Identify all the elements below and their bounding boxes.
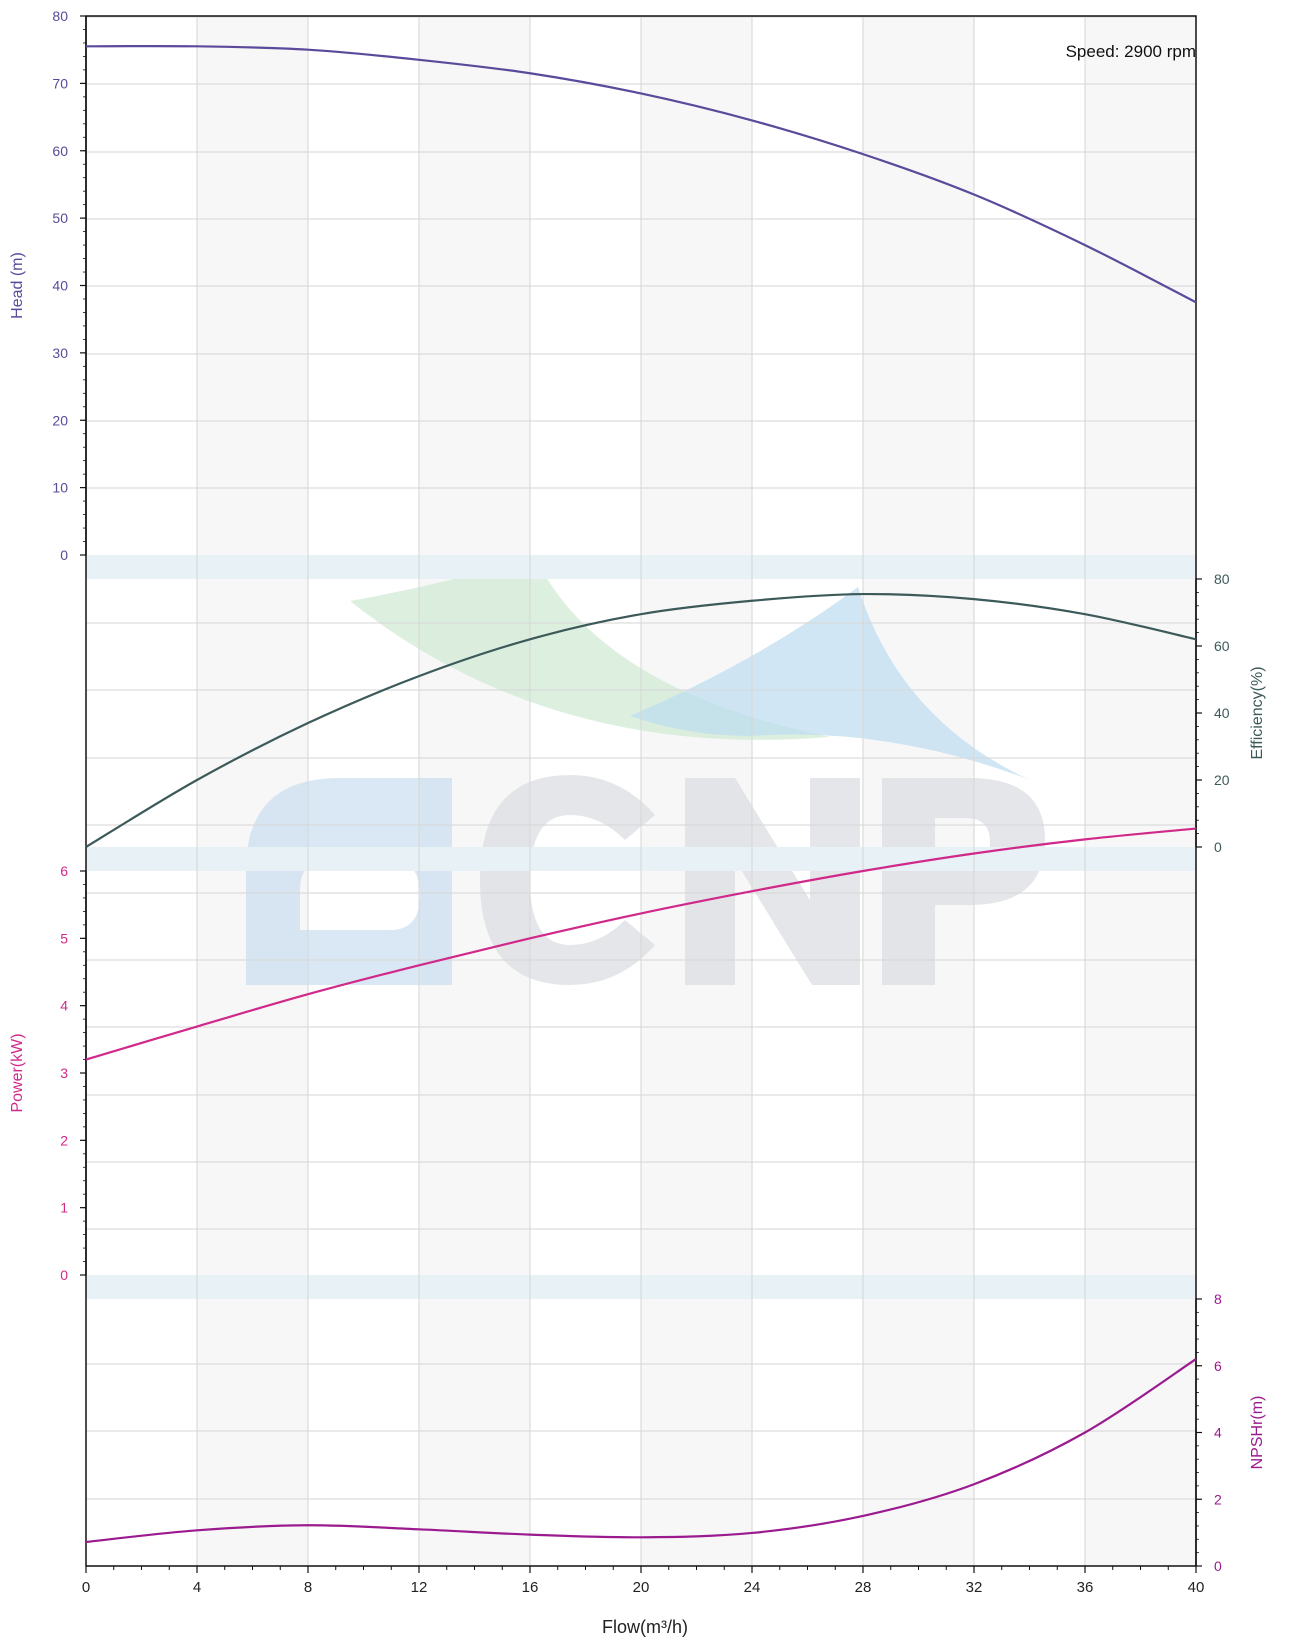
head-tick-label: 10 — [52, 480, 68, 496]
x-tick-label: 8 — [304, 1579, 312, 1596]
efficiency-tick-label: 60 — [1214, 638, 1230, 654]
head-curve — [85, 44, 1197, 304]
efficiency-axis-label: Efficiency(%) — [1249, 666, 1266, 759]
head-tick-label: 0 — [60, 547, 68, 563]
npsh-tick-label: 4 — [1214, 1425, 1222, 1441]
power-tick-label: 4 — [60, 998, 68, 1014]
npsh-tick-label: 8 — [1214, 1291, 1222, 1307]
grid-stripes — [197, 16, 1196, 1566]
x-tick-label: 4 — [193, 1579, 201, 1596]
head-tick-label: 40 — [52, 278, 68, 294]
head-tick-label: 50 — [52, 210, 68, 226]
x-tick-label: 0 — [82, 1579, 90, 1596]
x-tick-label: 40 — [1188, 1579, 1205, 1596]
efficiency-curve — [85, 592, 1197, 848]
power-tick-label: 3 — [60, 1065, 68, 1081]
x-axis-label: Flow(m³/h) — [602, 1617, 688, 1637]
x-tick-label: 24 — [744, 1579, 761, 1596]
head-tick-label: 70 — [52, 75, 68, 91]
head-tick-label: 80 — [52, 8, 68, 24]
head-axis-label: Head (m) — [9, 252, 26, 319]
x-tick-label: 16 — [522, 1579, 539, 1596]
power-tick-label: 2 — [60, 1132, 68, 1148]
grid-stripe — [1085, 16, 1196, 1566]
efficiency-tick-label: 40 — [1214, 705, 1230, 721]
efficiency-tick-label: 20 — [1214, 772, 1230, 788]
power-curve — [85, 827, 1197, 1061]
x-tick-label: 20 — [633, 1579, 650, 1596]
power-tick-label: 5 — [60, 930, 68, 946]
x-tick-label: 36 — [1077, 1579, 1094, 1596]
power-axis-label: Power(kW) — [9, 1033, 26, 1112]
efficiency-tick-label: 0 — [1214, 839, 1222, 855]
grid-lines — [85, 16, 1197, 1567]
npsh-tick-label: 0 — [1214, 1558, 1222, 1574]
power-tick-label: 0 — [60, 1267, 68, 1283]
head-tick-label: 20 — [52, 412, 68, 428]
head-tick-label: 30 — [52, 345, 68, 361]
x-tick-label: 28 — [855, 1579, 872, 1596]
npsh-curve — [85, 1358, 1197, 1544]
speed-annotation: Speed: 2900 rpm — [1066, 42, 1196, 61]
npsh-tick-label: 6 — [1214, 1358, 1222, 1374]
head-tick-label: 60 — [52, 143, 68, 159]
x-tick-label: 32 — [966, 1579, 983, 1596]
power-tick-label: 6 — [60, 863, 68, 879]
npsh-axis-label: NPSHr(m) — [1249, 1396, 1266, 1470]
x-tick-label: 12 — [411, 1579, 428, 1596]
power-tick-label: 1 — [60, 1200, 68, 1216]
performance-curves — [85, 44, 1197, 1544]
cnp-watermark-logo — [246, 557, 1045, 985]
efficiency-tick-label: 80 — [1214, 571, 1230, 587]
npsh-tick-label: 2 — [1214, 1491, 1222, 1507]
axes: 0 4 8 12 16 20 24 28 32 36 4001020304050607080Head… — [9, 8, 1266, 1596]
